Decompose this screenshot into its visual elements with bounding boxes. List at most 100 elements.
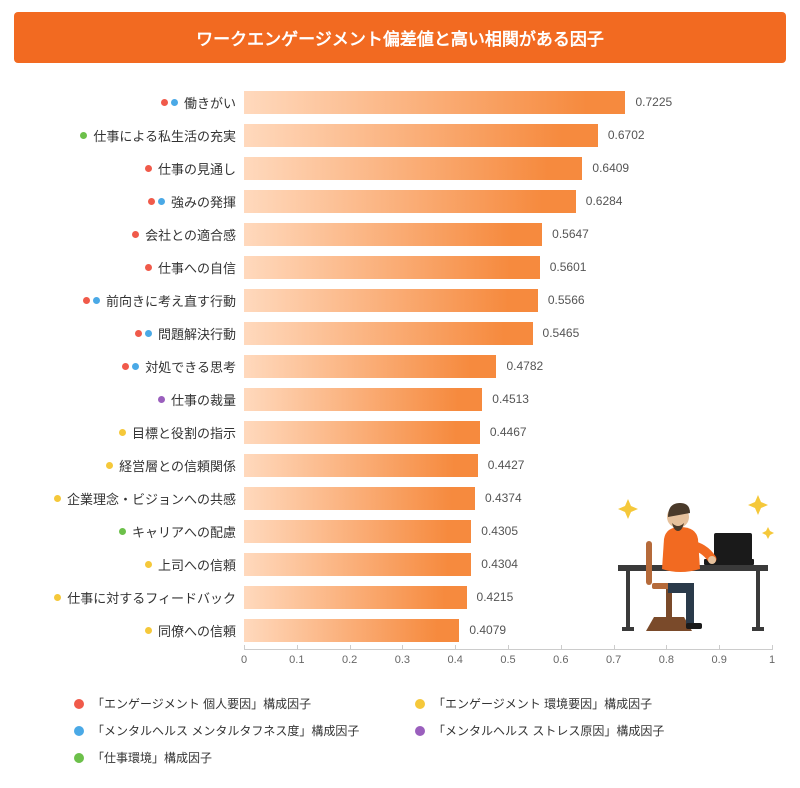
axis-tick-label: 0.7: [606, 654, 621, 666]
bar-label: 会社との適合感: [14, 225, 236, 244]
bar-row: 会社との適合感0.5647: [244, 219, 772, 249]
bar-row: 経営層との信頼関係0.4427: [244, 450, 772, 480]
bar-value: 0.6284: [586, 194, 623, 208]
bar-fill: 0.4427: [244, 454, 478, 477]
axis-tick-label: 0.5: [500, 654, 515, 666]
bar-value: 0.6702: [608, 128, 645, 142]
bar-track: 0.4513: [244, 388, 772, 411]
bar-value: 0.4427: [488, 458, 525, 472]
bar-value: 0.7225: [635, 95, 672, 109]
bar-track: 0.4467: [244, 421, 772, 444]
axis-tick: [402, 645, 403, 650]
bar-fill: 0.4079: [244, 619, 459, 642]
bar-label: 問題解決行動: [14, 324, 236, 343]
axis-tick: [614, 645, 615, 650]
axis-tick-label: 0.3: [395, 654, 410, 666]
legend-label: 「エンゲージメント 個人要因」構成因子: [92, 695, 311, 712]
bar-fill: 0.6702: [244, 124, 598, 147]
bar-label-text: 働きがい: [184, 93, 236, 112]
bar-track: 0.4305: [244, 520, 772, 543]
category-dot-icon: [119, 429, 126, 436]
category-dot-icon: [119, 528, 126, 535]
legend-label: 「エンゲージメント 環境要因」構成因子: [433, 695, 652, 712]
legend-item: 「エンゲージメント 環境要因」構成因子: [415, 695, 736, 712]
category-dot-icon: [54, 594, 61, 601]
bar-fill: 0.4305: [244, 520, 471, 543]
legend-label: 「メンタルヘルス ストレス原因」構成因子: [433, 722, 664, 739]
category-dot-icon: [145, 561, 152, 568]
category-dot-icon: [161, 99, 168, 106]
legend-item: 「エンゲージメント 個人要因」構成因子: [74, 695, 395, 712]
bar-fill: 0.6409: [244, 157, 582, 180]
x-axis: 00.10.20.30.40.50.60.70.80.91: [244, 649, 772, 675]
bar-value: 0.4215: [477, 590, 514, 604]
bar-row: 仕事への自信0.5601: [244, 252, 772, 282]
bar-fill: 0.4304: [244, 553, 471, 576]
legend-item: 「仕事環境」構成因子: [74, 749, 395, 766]
bar-value: 0.4079: [469, 623, 506, 637]
bar-fill: 0.4782: [244, 355, 496, 378]
axis-tick-label: 0.1: [289, 654, 304, 666]
category-dot-icon: [122, 363, 129, 370]
axis-tick-label: 0.2: [342, 654, 357, 666]
bar-fill: 0.5465: [244, 322, 533, 345]
bar-label-text: 仕事の見通し: [158, 159, 236, 178]
bar-label: 強みの発揮: [14, 192, 236, 211]
bar-track: 0.4079: [244, 619, 772, 642]
legend-label: 「メンタルヘルス メンタルタフネス度」構成因子: [92, 722, 359, 739]
bar-fill: 0.5647: [244, 223, 542, 246]
legend-dot-icon: [415, 726, 425, 736]
axis-tick: [561, 645, 562, 650]
bar-row: 目標と役割の指示0.4467: [244, 417, 772, 447]
category-dot-icon: [145, 165, 152, 172]
category-dot-icon: [145, 330, 152, 337]
bar-row: 仕事の見通し0.6409: [244, 153, 772, 183]
bar-row: 強みの発揮0.6284: [244, 186, 772, 216]
bar-label-text: 仕事による私生活の充実: [93, 126, 236, 145]
bar-row: 上司への信頼0.4304: [244, 549, 772, 579]
axis-tick: [666, 645, 667, 650]
chart-title: ワークエンゲージメント偏差値と高い相関がある因子: [14, 12, 786, 63]
legend-dot-icon: [74, 726, 84, 736]
bar-value: 0.5647: [552, 227, 589, 241]
category-dot-icon: [145, 264, 152, 271]
bar-fill: 0.7225: [244, 91, 625, 114]
bar-row: 企業理念・ビジョンへの共感0.4374: [244, 483, 772, 513]
bar-row: 仕事による私生活の充実0.6702: [244, 120, 772, 150]
bar-label: 上司への信頼: [14, 555, 236, 574]
bar-track: 0.5601: [244, 256, 772, 279]
bar-value: 0.6409: [592, 161, 629, 175]
axis-tick: [244, 645, 245, 650]
bar-label-text: 対処できる思考: [145, 357, 236, 376]
category-dot-icon: [93, 297, 100, 304]
bar-track: 0.4782: [244, 355, 772, 378]
bar-row: 同僚への信頼0.4079: [244, 615, 772, 645]
bar-fill: 0.5566: [244, 289, 538, 312]
bar-track: 0.4215: [244, 586, 772, 609]
bar-label-text: 経営層との信頼関係: [119, 456, 236, 475]
axis-tick: [350, 645, 351, 650]
bar-label-text: 会社との適合感: [145, 225, 236, 244]
bar-row: 前向きに考え直す行動0.5566: [244, 285, 772, 315]
bar-label-text: 前向きに考え直す行動: [106, 291, 236, 310]
bar-value: 0.4513: [492, 392, 529, 406]
bar-label-text: 問題解決行動: [158, 324, 236, 343]
legend: 「エンゲージメント 個人要因」構成因子「エンゲージメント 環境要因」構成因子「メ…: [14, 695, 786, 776]
category-dot-icon: [135, 330, 142, 337]
category-dot-icon: [83, 297, 90, 304]
bar-label: 前向きに考え直す行動: [14, 291, 236, 310]
bar-label: 目標と役割の指示: [14, 423, 236, 442]
bar-value: 0.4374: [485, 491, 522, 505]
bar-track: 0.4374: [244, 487, 772, 510]
bar-label-text: 強みの発揮: [171, 192, 236, 211]
bar-row: 対処できる思考0.4782: [244, 351, 772, 381]
bar-fill: 0.5601: [244, 256, 540, 279]
bar-track: 0.5566: [244, 289, 772, 312]
bar-value: 0.4467: [490, 425, 527, 439]
bar-label-text: 仕事に対するフィードバック: [67, 588, 236, 607]
bar-label: 仕事の裁量: [14, 390, 236, 409]
bar-label: 経営層との信頼関係: [14, 456, 236, 475]
bar-label-text: キャリアへの配慮: [132, 522, 236, 541]
axis-tick: [772, 645, 773, 650]
axis-tick: [455, 645, 456, 650]
